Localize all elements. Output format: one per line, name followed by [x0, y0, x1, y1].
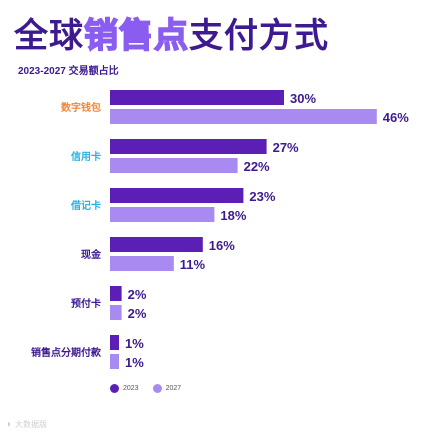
data-label-2027: 22%: [244, 159, 270, 174]
bar-2027: [110, 305, 122, 320]
category-label: 销售点分期付款: [31, 346, 102, 359]
data-label-2023: 1%: [125, 336, 144, 351]
data-label-2023: 23%: [249, 189, 275, 204]
category-label: 现金: [81, 248, 102, 261]
bar-2027: [110, 354, 119, 369]
bar-2023: [110, 286, 122, 301]
title-part-highlight: 销售点: [83, 15, 189, 57]
page-title: 全球销售点支付方式: [14, 14, 329, 58]
data-label-2023: 16%: [209, 238, 235, 253]
data-label-2027: 46%: [383, 110, 409, 125]
data-label-2023: 2%: [128, 287, 147, 302]
category-label: 数字钱包: [61, 101, 101, 114]
bar-2027: [110, 256, 174, 271]
category-label: 借记卡: [70, 199, 101, 212]
legend-swatch-2027: [152, 384, 162, 393]
chart-legend: 2023 2027: [110, 384, 181, 393]
legend-swatch-2023: [110, 384, 119, 393]
chart-subtitle: 2023-2027 交易额占比: [18, 66, 119, 77]
title-part-1: 全球: [14, 16, 84, 56]
bar-2023: [110, 188, 244, 203]
legend-item-2027: 2027: [152, 384, 182, 393]
logo-icon: ◗: [6, 419, 13, 430]
legend-item-2023: 2023: [110, 384, 139, 393]
data-label-2027: 1%: [125, 355, 144, 370]
bar-2027: [110, 158, 238, 173]
data-label-2023: 27%: [273, 140, 299, 155]
data-label-2023: 30%: [290, 91, 316, 106]
legend-label-2027: 2027: [165, 385, 182, 392]
bar-chart: 数字钱包 30% 46% 信用卡 27%22% 借记卡 23%18% 现金 16%11% 预付卡 2…: [31, 90, 409, 370]
category-label: 预付卡: [71, 297, 101, 310]
bar-2023: [110, 237, 203, 252]
watermark-text: 大数据版: [15, 420, 48, 429]
bar-2027: [110, 109, 377, 124]
data-label-2027: 18%: [220, 208, 246, 223]
watermark: ◗ 大数据版: [6, 419, 47, 430]
data-label-2027: 2%: [128, 306, 147, 321]
bar-2027: [110, 207, 215, 222]
bar-2023: [110, 335, 119, 350]
data-label-2027: 11%: [180, 257, 206, 272]
category-label: 信用卡: [71, 150, 101, 163]
bar-2023: [110, 139, 267, 154]
title-part-3: 支付方式: [189, 16, 329, 56]
legend-label-2023: 2023: [123, 385, 139, 392]
bar-2023: [110, 90, 284, 105]
